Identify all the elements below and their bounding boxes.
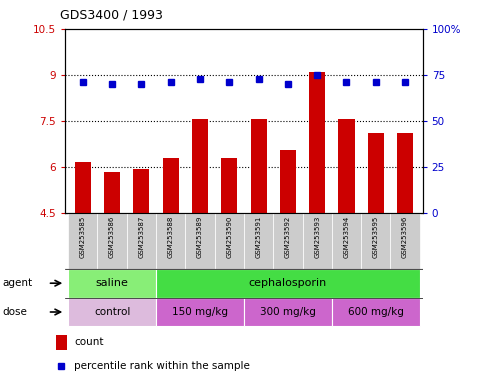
Text: 150 mg/kg: 150 mg/kg <box>172 307 228 317</box>
Bar <box>361 213 390 269</box>
Text: 300 mg/kg: 300 mg/kg <box>260 307 316 317</box>
Text: agent: agent <box>2 278 32 288</box>
Text: GSM253595: GSM253595 <box>373 216 379 258</box>
Bar <box>280 150 296 213</box>
Bar <box>56 335 68 349</box>
Text: GSM253593: GSM253593 <box>314 216 320 258</box>
Text: GSM253587: GSM253587 <box>138 216 144 258</box>
Text: GSM253594: GSM253594 <box>343 216 350 258</box>
Bar <box>75 162 91 213</box>
Bar <box>390 213 420 269</box>
Bar <box>156 269 420 298</box>
Text: GSM253585: GSM253585 <box>80 216 86 258</box>
Text: GSM253592: GSM253592 <box>285 216 291 258</box>
Text: dose: dose <box>2 307 28 317</box>
Bar <box>302 213 332 269</box>
Bar <box>104 172 120 213</box>
Bar <box>397 133 413 213</box>
Bar <box>368 133 384 213</box>
Bar <box>339 119 355 213</box>
Bar <box>251 119 267 213</box>
Bar <box>163 158 179 213</box>
Text: GSM253586: GSM253586 <box>109 216 115 258</box>
Bar <box>68 298 156 326</box>
Text: saline: saline <box>96 278 128 288</box>
Bar <box>309 72 325 213</box>
Text: count: count <box>74 337 104 347</box>
Bar <box>98 213 127 269</box>
Bar <box>127 213 156 269</box>
Bar <box>244 213 273 269</box>
Text: 600 mg/kg: 600 mg/kg <box>348 307 404 317</box>
Text: GSM253591: GSM253591 <box>256 216 262 258</box>
Text: control: control <box>94 307 130 317</box>
Text: GSM253589: GSM253589 <box>197 216 203 258</box>
Bar <box>192 119 208 213</box>
Text: GSM253596: GSM253596 <box>402 216 408 258</box>
Bar <box>214 213 244 269</box>
Bar <box>156 298 244 326</box>
Bar <box>244 298 332 326</box>
Bar <box>185 213 214 269</box>
Bar <box>273 213 302 269</box>
Text: GDS3400 / 1993: GDS3400 / 1993 <box>60 8 163 21</box>
Bar <box>68 269 156 298</box>
Bar <box>133 169 149 213</box>
Text: percentile rank within the sample: percentile rank within the sample <box>74 361 250 371</box>
Bar <box>68 213 98 269</box>
Bar <box>221 158 237 213</box>
Text: cephalosporin: cephalosporin <box>249 278 327 288</box>
Bar <box>332 298 420 326</box>
Bar <box>156 213 185 269</box>
Text: GSM253590: GSM253590 <box>226 216 232 258</box>
Text: GSM253588: GSM253588 <box>168 216 174 258</box>
Bar <box>332 213 361 269</box>
